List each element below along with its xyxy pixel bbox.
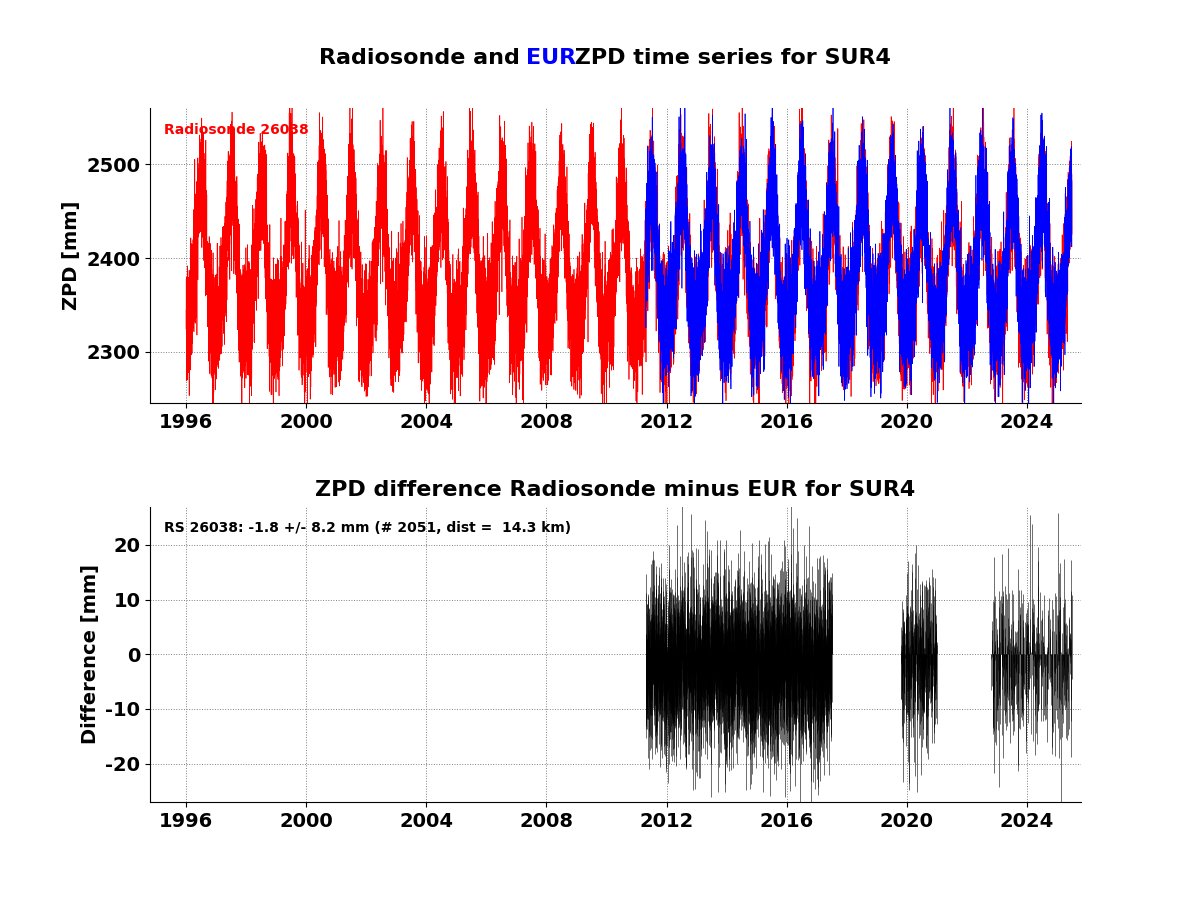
Text: Radiosonde and: Radiosonde and xyxy=(318,48,527,68)
Text: RS 26038: -1.8 +/- 8.2 mm (# 2051, dist =  14.3 km): RS 26038: -1.8 +/- 8.2 mm (# 2051, dist … xyxy=(165,522,572,535)
Title: ZPD difference Radiosonde minus EUR for SUR4: ZPD difference Radiosonde minus EUR for … xyxy=(316,479,915,499)
Text: Radiosonde 26038: Radiosonde 26038 xyxy=(165,123,309,137)
Y-axis label: ZPD [mm]: ZPD [mm] xyxy=(61,201,80,311)
Text: ZPD time series for SUR4: ZPD time series for SUR4 xyxy=(567,48,891,68)
Y-axis label: Difference [mm]: Difference [mm] xyxy=(80,564,100,744)
Text: EUR: EUR xyxy=(526,48,575,68)
